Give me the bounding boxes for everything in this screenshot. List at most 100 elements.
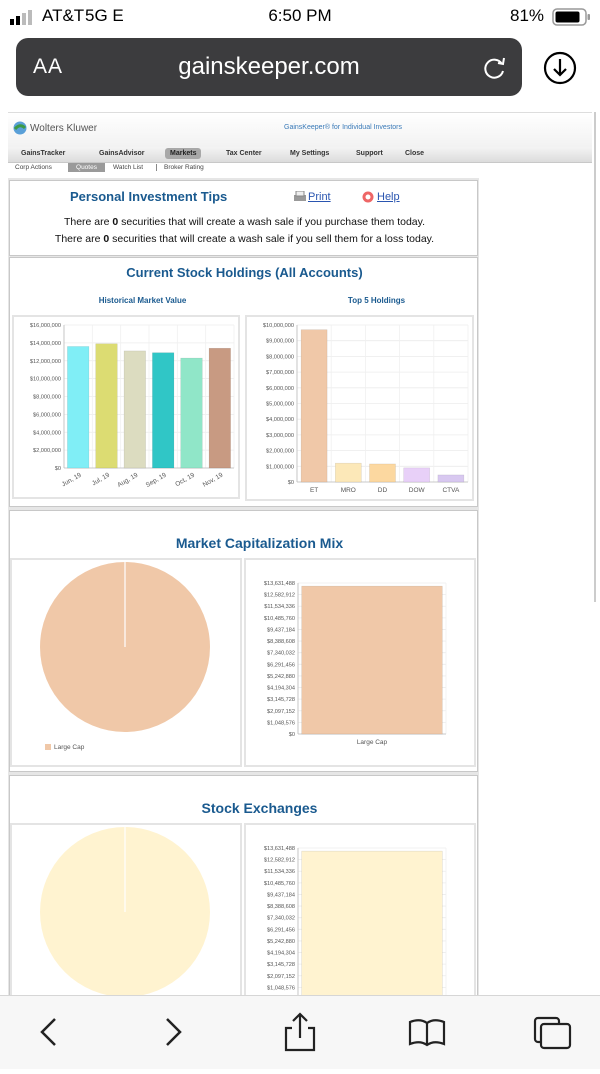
- y-tick-label: $16,000,000: [30, 323, 61, 329]
- y-tick-label: $8,000,000: [33, 395, 61, 401]
- tip-text: securities that will create a wash sale …: [109, 233, 435, 245]
- bar: [123, 350, 146, 469]
- nav-tab[interactable]: Tax Center: [226, 150, 262, 157]
- nav-tab[interactable]: My Settings: [290, 150, 330, 157]
- y-tick-label: $6,000,000: [266, 386, 294, 392]
- tabs-button[interactable]: [533, 1016, 572, 1050]
- y-tick-label: $6,291,456: [267, 927, 295, 933]
- section-title: Market Capitalization Mix: [175, 535, 344, 551]
- print-link[interactable]: Print: [308, 191, 331, 203]
- legend-swatch: [45, 744, 51, 750]
- y-tick-label: $13,631,488: [264, 846, 295, 852]
- nav-bar: GainsTracker GainsAdvisor Markets Tax Ce…: [8, 147, 592, 163]
- chart-frame: Large Cap: [10, 558, 242, 767]
- y-tick-label: $10,485,760: [264, 881, 295, 887]
- x-tick-label: DOW: [409, 487, 426, 494]
- url[interactable]: gainskeeper.com: [178, 53, 360, 80]
- y-tick-label: $3,145,728: [267, 697, 295, 703]
- x-tick-label: Nov, 19: [202, 471, 225, 488]
- y-tick-label: $8,388,608: [267, 904, 295, 910]
- tips-panel: Personal Investment Tips Print Help Ther…: [9, 180, 478, 256]
- brand: Wolters Kluwer: [30, 123, 98, 134]
- x-tick-label: Large Cap: [357, 739, 388, 746]
- y-tick-label: $14,000,000: [30, 341, 61, 347]
- signal-icon: [10, 10, 32, 25]
- network: 5G E: [85, 6, 124, 25]
- sub-tab-active[interactable]: Quotes: [68, 163, 105, 172]
- bar: [403, 467, 430, 483]
- help-icon[interactable]: [362, 191, 374, 203]
- share-button[interactable]: [284, 1012, 316, 1052]
- y-tick-label: $12,000,000: [30, 359, 61, 365]
- y-tick-label: $3,145,728: [267, 962, 295, 968]
- y-tick-label: $7,000,000: [266, 370, 294, 376]
- nav-tab[interactable]: GainsAdvisor: [99, 150, 145, 157]
- y-tick-label: $5,242,880: [267, 674, 295, 680]
- back-button[interactable]: [40, 1018, 56, 1046]
- chart: $0 $2,000,000 $4,000,000 $6,000,000 $8,000,0…: [30, 323, 235, 489]
- address-bar[interactable]: AA gainskeeper.com: [16, 38, 522, 96]
- nav-tab-active[interactable]: Markets: [165, 148, 202, 159]
- bar: [152, 352, 175, 469]
- download-icon[interactable]: [542, 50, 578, 86]
- y-tick-label: $1,000,000: [266, 464, 294, 470]
- tip-text: There are: [63, 216, 113, 228]
- y-tick-label: $0: [289, 732, 295, 738]
- battery-icon: [552, 8, 590, 26]
- carrier: AT&T: [42, 6, 85, 25]
- x-tick-label: DD: [378, 487, 388, 494]
- y-tick-label: $2,097,152: [267, 709, 295, 715]
- product-name: GainsKeeper® for Individual Investors: [284, 124, 402, 131]
- chart-frame: $0 $1,000,000 $2,000,000 $3,000,000 $4,000,0…: [245, 315, 474, 501]
- sub-tab[interactable]: Corp Actions: [15, 164, 52, 171]
- y-tick-label: $4,194,304: [267, 686, 295, 692]
- x-tick-label: Jul, 19: [91, 471, 111, 487]
- chart: [40, 827, 210, 997]
- sub-tab[interactable]: Watch List: [113, 164, 144, 171]
- y-tick-label: $8,388,608: [267, 639, 295, 645]
- y-tick-label: $2,000,000: [33, 448, 61, 454]
- y-tick-label: $7,340,032: [267, 651, 295, 657]
- y-tick-label: $11,534,336: [264, 869, 295, 875]
- bookmarks-button[interactable]: [408, 1019, 446, 1047]
- y-tick-label: $12,582,912: [264, 858, 295, 864]
- y-tick-label: $5,242,880: [267, 939, 295, 945]
- section-title: Stock Exchanges: [201, 800, 318, 816]
- nav-tab[interactable]: GainsTracker: [21, 150, 66, 157]
- y-tick-label: $10,485,760: [264, 616, 295, 622]
- y-tick-label: $12,582,912: [264, 593, 295, 599]
- tip-line: There are 0 securities that will create …: [10, 233, 479, 245]
- tip-count: 0: [112, 216, 119, 228]
- chart-title: Top 5 Holdings: [347, 296, 406, 305]
- tip-line: There are 0 securities that will create …: [10, 216, 479, 228]
- nav-tab[interactable]: Support: [356, 150, 383, 157]
- y-tick-label: $2,097,152: [267, 974, 295, 980]
- chart: $0 $1,048,576 $2,097,152 $3,145,728 $4,194,3…: [264, 581, 447, 746]
- chart-title: Historical Market Value: [98, 296, 187, 305]
- y-tick-label: $9,437,184: [267, 627, 295, 633]
- nav-tab[interactable]: Close: [405, 150, 425, 157]
- x-tick-label: ET: [310, 487, 318, 494]
- reload-icon[interactable]: [481, 54, 509, 82]
- bar: [300, 329, 328, 483]
- tip-text: securities that will create a wash sale …: [118, 216, 426, 228]
- y-tick-label: $6,291,456: [267, 662, 295, 668]
- sub-tab[interactable]: Broker Rating: [156, 164, 204, 171]
- print-icon[interactable]: [293, 191, 307, 203]
- section-title: Current Stock Holdings (All Accounts): [126, 265, 363, 280]
- tip-count: 0: [103, 233, 110, 245]
- forward-button[interactable]: [166, 1018, 182, 1046]
- help-link[interactable]: Help: [377, 191, 400, 203]
- x-tick-label: Sep, 19: [145, 471, 168, 488]
- y-tick-label: $11,534,336: [264, 604, 295, 610]
- y-tick-label: $10,000,000: [30, 377, 61, 383]
- chart: $0 $1,000,000 $2,000,000 $3,000,000 $4,000,0…: [263, 323, 469, 494]
- y-tick-label: $4,000,000: [33, 430, 61, 436]
- y-tick-label: $0: [55, 466, 61, 472]
- text-size-button[interactable]: AA: [33, 55, 64, 78]
- toolbar-icons: [40, 1012, 572, 1052]
- x-tick-label: CTVA: [442, 487, 460, 494]
- bar: [369, 463, 396, 483]
- scrollbar: [594, 112, 596, 602]
